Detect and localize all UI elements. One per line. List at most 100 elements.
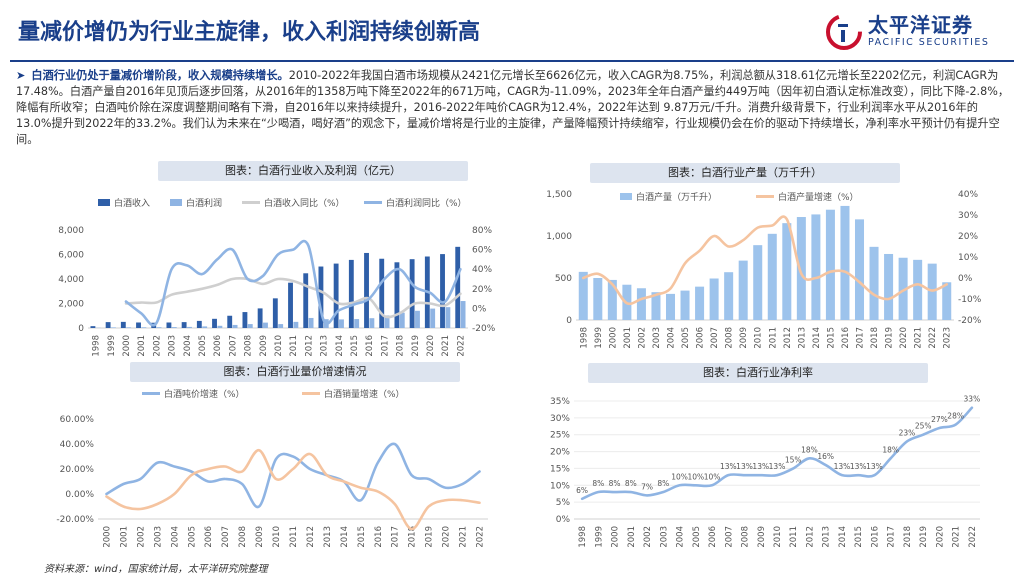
c1-bar-a-2018	[394, 262, 400, 328]
c3-xtick-2020: 2020	[442, 526, 452, 548]
c2-legend-0-swatch	[620, 193, 632, 200]
c2-bar-a-2020	[898, 257, 908, 320]
c2-xtick-2017: 2017	[856, 327, 866, 349]
c4-data-label-2016: 13%	[866, 462, 883, 471]
c4-data-label-2019: 25%	[915, 422, 932, 431]
c1-ytick-0: 0	[78, 324, 84, 334]
c3-ytick-4: 60.00%	[60, 415, 95, 425]
c1-bar-b-2022	[460, 301, 466, 328]
c2-bar-a-2012	[782, 223, 792, 320]
c1-bar-a-2015	[348, 259, 354, 328]
c3-xtick-2006: 2006	[204, 526, 214, 548]
c2-xtick-2000: 2000	[608, 327, 618, 349]
c2-xtick-1998: 1998	[579, 327, 589, 349]
c3-legend-1-label: 白酒销量增速（%）	[324, 388, 405, 400]
c4-xtick-1999: 1999	[594, 526, 604, 548]
c4-xtick-2017: 2017	[887, 526, 897, 548]
c2-xtick-2001: 2001	[623, 327, 633, 349]
c2-xtick-2010: 2010	[754, 327, 764, 349]
c3-xtick-2014: 2014	[340, 526, 350, 548]
c2-bar-a-2017	[854, 219, 865, 320]
c2-ytick-1: 500	[555, 274, 572, 284]
c4-data-label-2014: 13%	[834, 462, 851, 471]
c1-bar-a-2016	[364, 252, 369, 328]
c4-data-label-2003: 8%	[657, 479, 669, 488]
c4-data-label-1998: 6%	[576, 486, 588, 495]
c3-xtick-2013: 2013	[323, 526, 333, 548]
c1-xtick-2021: 2021	[441, 335, 451, 357]
c4-ytick-1: 5%	[556, 498, 571, 508]
c1-bar-a-2012	[303, 273, 309, 328]
c4-data-label-2000: 8%	[609, 479, 621, 488]
c2-xtick-2015: 2015	[826, 327, 836, 349]
c4-data-label-2012: 18%	[801, 445, 818, 454]
c3-xtick-2012: 2012	[306, 526, 316, 548]
c3-legend-0-label: 白酒吨价增速（%）	[164, 388, 245, 400]
c4-data-label-2013: 16%	[817, 452, 834, 461]
c1-bar-b-2004	[187, 326, 192, 328]
c2-ytick-right-2: 0%	[958, 274, 973, 284]
c4-ytick-2: 10%	[550, 481, 570, 491]
c1-xtick-1998: 1998	[92, 335, 102, 357]
c4-data-label-2006: 10%	[704, 472, 721, 481]
c1-bar-a-1998	[90, 326, 96, 328]
c3-line-1-seg-0	[105, 448, 481, 531]
c1-xtick-2009: 2009	[259, 335, 269, 357]
c1-bar-a-2014	[333, 263, 339, 328]
c4-data-label-2007: 13%	[720, 462, 737, 471]
c2-legend-1-label: 白酒产量增速（%）	[778, 191, 859, 203]
c1-bar-b-2005	[202, 326, 208, 328]
c1-bar-b-2000	[126, 327, 132, 328]
c3-xtick-2019: 2019	[425, 526, 435, 548]
c1-bar-b-2010	[278, 324, 284, 328]
c1-bar-b-2003	[171, 327, 177, 328]
c1-bar-b-2001	[141, 327, 147, 328]
c2-bar-a-1998	[578, 271, 588, 320]
c1-bar-b-2002	[156, 327, 162, 328]
c1-bar-b-2007	[232, 324, 238, 328]
c1-ytick-right-4: 60%	[472, 246, 492, 256]
c1-bar-a-2006	[212, 318, 217, 328]
c4-xtick-1998: 1998	[578, 526, 588, 548]
header-divider	[10, 60, 1014, 62]
c2-legend-0-label: 白酒产量（万千升）	[636, 191, 717, 203]
c1-xtick-2018: 2018	[396, 335, 406, 357]
c1-ytick-right-3: 40%	[472, 265, 492, 275]
c4-ytick-7: 35%	[550, 397, 570, 407]
pacific-securities-logo	[826, 14, 862, 50]
c1-bar-a-2021	[440, 254, 445, 328]
c4-xtick-2020: 2020	[935, 526, 945, 548]
c2-ytick-right-5: 30%	[958, 211, 978, 221]
c4-ytick-5: 25%	[550, 431, 570, 441]
c2-ytick-right-3: 10%	[958, 253, 978, 263]
page-title: 量减价增仍为行业主旋律，收入利润持续创新高	[18, 20, 481, 45]
c1-bar-b-2019	[415, 310, 420, 328]
c1-legend-1-swatch	[170, 199, 182, 206]
c3-xtick-2011: 2011	[289, 526, 299, 548]
c1-legend-1-label: 白酒利润	[186, 197, 222, 209]
c2-bar-a-2005	[680, 290, 690, 320]
c4-xtick-2004: 2004	[676, 526, 686, 548]
c2-xtick-2003: 2003	[652, 327, 662, 349]
c1-bar-a-2007	[227, 315, 233, 328]
c1-xtick-2014: 2014	[335, 335, 345, 357]
c1-bar-b-2012	[308, 317, 314, 328]
c1-xtick-2017: 2017	[380, 335, 390, 357]
c2-xtick-2002: 2002	[637, 327, 647, 349]
c1-xtick-2004: 2004	[183, 335, 193, 357]
c1-xtick-2007: 2007	[228, 335, 238, 357]
c4-data-label-2017: 18%	[882, 445, 899, 454]
c4-data-label-2021: 28%	[947, 412, 964, 421]
c1-xtick-2012: 2012	[304, 335, 314, 357]
c3-xtick-2015: 2015	[357, 526, 367, 548]
c3-xtick-2016: 2016	[374, 526, 384, 548]
c2-bar-a-2016	[840, 205, 850, 320]
c4-xtick-2014: 2014	[838, 526, 848, 548]
c1-bar-a-2010	[272, 298, 278, 328]
c2-ytick-3: 1,500	[546, 190, 572, 200]
c2-ytick-right-1: -10%	[958, 295, 982, 305]
c4-data-label-2004: 10%	[671, 472, 688, 481]
c1-ytick-1: 2,000	[58, 300, 84, 310]
c2-bar-a-2019	[884, 253, 894, 320]
c1-line-1-seg-0	[124, 239, 462, 327]
